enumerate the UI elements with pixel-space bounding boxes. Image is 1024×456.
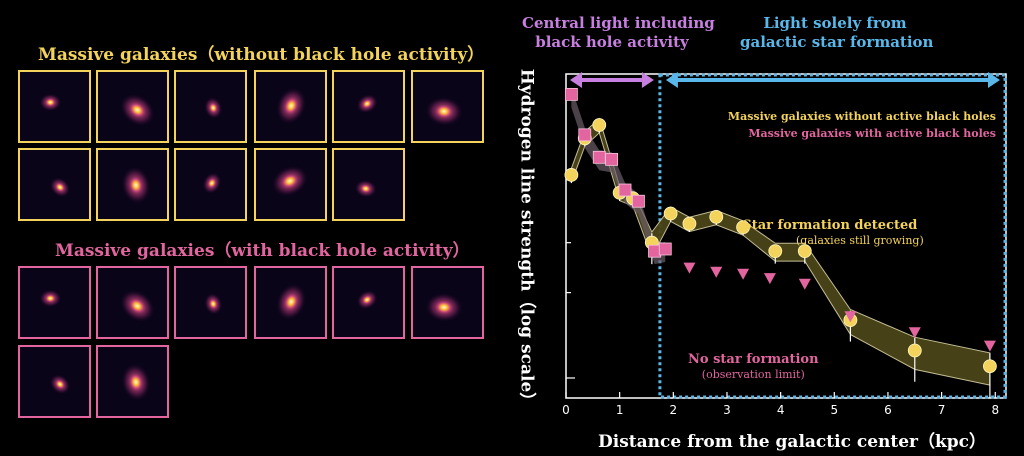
galaxy-thumb-without-bh-5 [332, 70, 405, 143]
galaxy-thumb-with-bh-8 [96, 345, 169, 418]
galaxy-thumb-without-bh-11 [332, 148, 405, 221]
agn-central-band [571, 87, 666, 265]
annotation-star-formation: Star formation detected (galaxies still … [736, 218, 924, 248]
limit-with-bh-6 [844, 311, 857, 323]
galaxy-thumb-with-bh-2 [96, 266, 169, 339]
x-tick-label-5: 5 [830, 403, 838, 417]
galaxy-thumb-without-bh-4 [254, 70, 327, 143]
annotation-star-formation-sub: (galaxies still growing) [796, 234, 924, 247]
galaxy-thumb-without-bh-3 [174, 70, 247, 143]
galaxy-thumb-with-bh-5 [332, 266, 405, 339]
galaxy-thumb-with-bh-4 [254, 266, 327, 339]
point-with-bh-2 [578, 128, 592, 142]
outer-arrow-head-left [665, 72, 678, 88]
limit-with-bh-7 [908, 327, 921, 339]
point-with-bh-7 [648, 244, 661, 258]
limit-with-bh-5 [798, 278, 811, 290]
galaxy-thumb-without-bh-8 [96, 148, 169, 221]
x-tick-label-0: 0 [562, 403, 570, 417]
point-without-bh-12 [797, 244, 812, 259]
outer-arrow-head-right [988, 72, 1000, 88]
galaxy-thumb-with-bh-3 [174, 266, 247, 339]
annotation-no-star-formation-sub: (observation limit) [701, 368, 805, 381]
central-arrow-head-left [570, 72, 582, 88]
x-tick-label-8: 8 [991, 403, 999, 417]
x-tick-label-4: 4 [777, 403, 785, 417]
point-without-bh-7 [663, 206, 678, 221]
x-tick-label-2: 2 [669, 403, 677, 417]
legend-entry-with-bh: Massive galaxies with active black holes [748, 127, 996, 140]
galaxy-thumb-without-bh-1 [18, 70, 91, 143]
galaxy-thumb-without-bh-9 [174, 148, 247, 221]
limit-with-bh-3 [737, 268, 750, 280]
galaxy-thumb-without-bh-2 [96, 70, 169, 143]
galaxy-thumb-with-bh-6 [411, 266, 484, 339]
x-tick-label-1: 1 [616, 403, 624, 417]
limit-with-bh-4 [763, 273, 776, 285]
point-without-bh-8 [682, 216, 697, 231]
point-with-bh-5 [618, 183, 632, 197]
x-tick-label-3: 3 [723, 403, 731, 417]
annotation-no-star-formation: No star formation (observation limit) [688, 352, 819, 382]
limit-with-bh-2 [710, 266, 723, 278]
central-arrow-head-right [641, 72, 654, 88]
annotation-no-star-formation-title: No star formation [688, 352, 819, 367]
limit-with-bh-1 [683, 262, 696, 274]
point-with-bh-4 [605, 152, 619, 166]
galaxy-thumb-with-bh-7 [18, 345, 91, 418]
point-without-bh-3 [592, 118, 607, 132]
x-axis-label: Distance from the galactic center（kpc） [598, 432, 987, 452]
galaxy-thumb-without-bh-7 [18, 148, 91, 221]
point-without-bh-9 [709, 209, 724, 224]
limit-with-bh-8 [983, 340, 996, 352]
point-without-bh-14 [907, 343, 922, 358]
point-without-bh-15 [983, 359, 997, 374]
point-with-bh-6 [632, 194, 645, 208]
point-without-bh-1 [564, 168, 579, 182]
gallery-title-without-bh: Massive galaxies（without black hole acti… [38, 45, 485, 65]
x-tick-label-6: 6 [884, 403, 892, 417]
point-with-bh-8 [658, 242, 672, 256]
gallery-title-with-bh: Massive galaxies（with black hole activit… [55, 241, 470, 261]
point-without-bh-10 [736, 220, 750, 235]
galaxy-thumb-with-bh-1 [18, 266, 91, 339]
outer-region-box [658, 73, 1007, 399]
annotation-star-formation-title: Star formation detected [742, 218, 918, 233]
point-with-bh-1 [564, 87, 578, 101]
legend-entry-without-bh: Massive galaxies without active black ho… [727, 110, 996, 123]
galaxy-thumb-without-bh-6 [411, 70, 484, 143]
region-label-outer: Light solely from galactic star formation [740, 14, 934, 51]
region-label-central: Central light including black hole activi… [522, 14, 715, 51]
y-axis-label: Hydrogen line strength（log scale） [516, 68, 537, 410]
x-tick-label-7: 7 [938, 403, 946, 417]
galaxy-thumb-without-bh-10 [254, 148, 327, 221]
point-with-bh-3 [592, 150, 606, 164]
point-without-bh-11 [768, 244, 783, 259]
